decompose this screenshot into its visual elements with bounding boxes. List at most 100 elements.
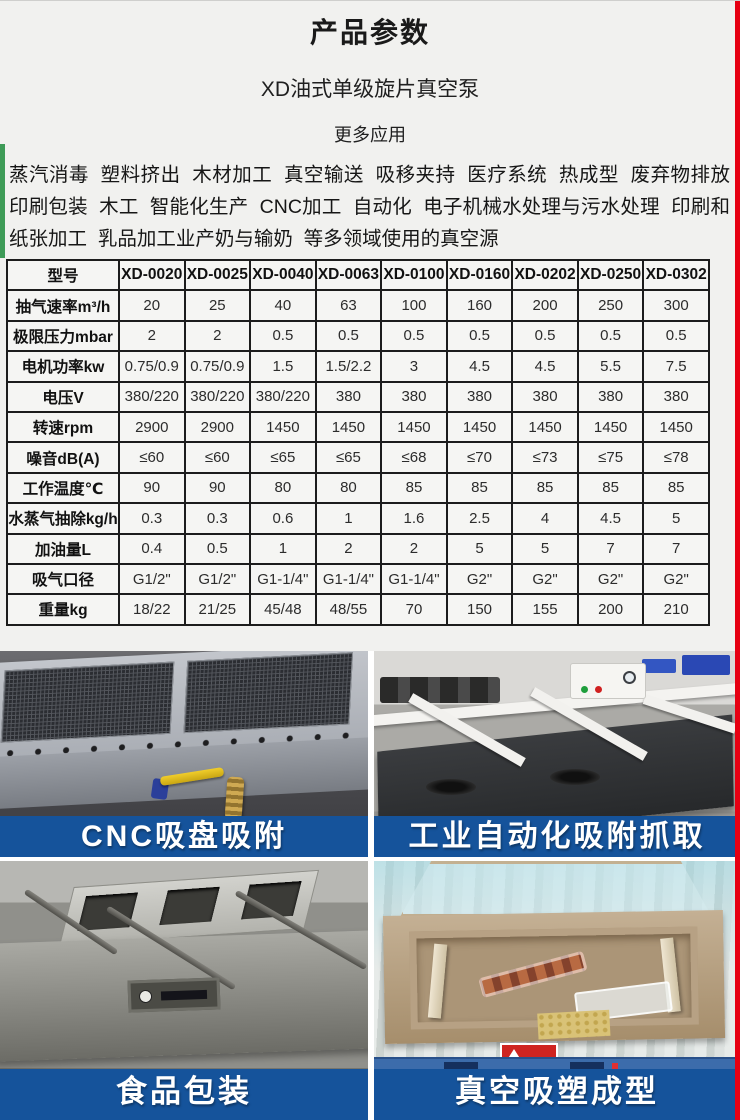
spec-cell: 40 bbox=[249, 289, 317, 322]
spec-cell: 70 bbox=[380, 593, 448, 626]
spec-cell: 210 bbox=[642, 593, 710, 626]
spec-cell: 85 bbox=[380, 471, 448, 505]
application-photo-gallery: CNC吸盘吸附 工业自动化吸附抓取 bbox=[0, 651, 740, 1120]
spec-header-row: 型号 XD-0020 XD-0025 XD-0040 XD-0063 XD-0100 XD-… bbox=[6, 258, 710, 292]
spec-cell: ≤65 bbox=[249, 441, 317, 474]
spec-cell: 7 bbox=[576, 532, 645, 565]
product-name: XD油式单级旋片真空泵 bbox=[260, 78, 480, 101]
spec-cell: 380/220 bbox=[183, 380, 252, 413]
spec-cell: 0.5 bbox=[183, 532, 252, 565]
spec-cell: 380 bbox=[511, 380, 579, 413]
spec-cell: G2" bbox=[445, 562, 514, 596]
spec-cell: 1450 bbox=[511, 410, 579, 444]
spec-row-label: 吸气口径 bbox=[6, 562, 120, 596]
spec-row-label: 极限压力mbar bbox=[6, 319, 120, 353]
spec-cell: ≤78 bbox=[642, 441, 710, 474]
spec-cell: ≤73 bbox=[511, 441, 579, 474]
spec-cell: G1-1/4" bbox=[314, 562, 383, 596]
spec-cell: 0.5 bbox=[511, 319, 579, 353]
spec-cell: 300 bbox=[642, 289, 710, 322]
spec-cell: 25 bbox=[183, 289, 252, 322]
spec-cell: 20 bbox=[118, 289, 186, 322]
spec-cell: 4.5 bbox=[511, 350, 579, 383]
spec-cell: G2" bbox=[511, 562, 579, 596]
spec-cell: 1.5/2.2 bbox=[314, 350, 383, 383]
spec-row-label: 电机功率kw bbox=[6, 350, 120, 383]
spec-cell: 1 bbox=[314, 502, 383, 535]
spec-cell: 85 bbox=[445, 471, 514, 505]
forming-machine-body bbox=[382, 910, 726, 1044]
spec-cell: ≤75 bbox=[576, 441, 645, 474]
pump-row bbox=[380, 677, 500, 703]
control-display bbox=[160, 989, 208, 1001]
spec-cell: 380 bbox=[576, 380, 645, 413]
spec-cell: 85 bbox=[576, 471, 645, 505]
spec-cell: 2900 bbox=[118, 410, 186, 444]
spec-cell: 5 bbox=[445, 532, 514, 565]
spec-cell: 5.5 bbox=[576, 350, 645, 383]
photo-automation-gripper: 工业自动化吸附抓取 bbox=[374, 651, 740, 857]
spec-cell: 2 bbox=[118, 319, 186, 353]
left-edge-green-strip bbox=[0, 144, 5, 258]
right-edge-red-strip bbox=[735, 1, 740, 1120]
spec-cell: 0.75/0.9 bbox=[183, 350, 252, 383]
spec-row: 转速rpm 2900 2900 1450 1450 1450 1450 1450 1450 145… bbox=[6, 410, 710, 444]
spec-row: 抽气速率m³/h 20 25 40 63 100 160 200 250 300 bbox=[6, 289, 710, 322]
spec-cell: 90 bbox=[183, 471, 252, 505]
spec-cell: 3 bbox=[380, 350, 448, 383]
spec-cell: 1450 bbox=[445, 410, 514, 444]
caption-food-packaging: 食品包装 bbox=[0, 1069, 368, 1120]
spec-cell: 2 bbox=[380, 532, 448, 565]
spec-row: 工作温度℃ 90 90 80 80 85 85 85 85 85 bbox=[6, 471, 710, 505]
spec-cell: 2.5 bbox=[445, 502, 514, 535]
spec-row-label: 水蒸气抽除kg/h bbox=[6, 502, 120, 535]
caption-automation: 工业自动化吸附抓取 bbox=[374, 816, 740, 857]
spec-row: 电机功率kw 0.75/0.9 0.75/0.9 1.5 1.5/2.2 3 4.5 4.5 5… bbox=[6, 350, 710, 383]
spec-row-label: 重量kg bbox=[6, 593, 120, 626]
spec-cell: 0.6 bbox=[249, 502, 317, 535]
spec-header-cell: XD-0040 bbox=[249, 258, 317, 292]
spec-cell: 5 bbox=[511, 532, 579, 565]
page-title: 产品参数 bbox=[309, 17, 430, 48]
spec-cell: 48/55 bbox=[314, 593, 383, 626]
spec-cell: G1-1/4" bbox=[380, 562, 448, 596]
grain-pack bbox=[537, 1009, 611, 1040]
spec-cell: 0.5 bbox=[445, 319, 514, 353]
spec-cell: 200 bbox=[576, 593, 645, 626]
more-applications-label: 更多应用 bbox=[334, 125, 406, 145]
spec-cell: 200 bbox=[511, 289, 579, 322]
red-indicator bbox=[612, 1063, 618, 1069]
spec-cell: ≤60 bbox=[183, 441, 252, 474]
spec-table-head: 型号 XD-0020 XD-0025 XD-0040 XD-0063 XD-0100 XD-… bbox=[6, 258, 710, 292]
spec-cell: 85 bbox=[642, 471, 710, 505]
applications-paragraph: 蒸汽消毒 塑料挤出 木材加工 真空输送 吸移夹持 医疗系统 热成型 废弃物排放 … bbox=[9, 164, 730, 250]
spec-row-label: 抽气速率m³/h bbox=[6, 289, 120, 322]
spec-cell: ≤70 bbox=[445, 441, 514, 474]
spec-cell: 1450 bbox=[642, 410, 710, 444]
spec-cell: 2 bbox=[314, 532, 383, 565]
spec-header-cell: XD-0202 bbox=[511, 258, 579, 292]
spec-cell: ≤65 bbox=[314, 441, 383, 474]
spec-cell: 0.75/0.9 bbox=[118, 350, 186, 383]
photo-cnc-suction: CNC吸盘吸附 bbox=[0, 651, 368, 857]
red-button bbox=[595, 686, 602, 693]
spec-cell: G1-1/4" bbox=[249, 562, 317, 596]
spec-header-cell: XD-0302 bbox=[642, 258, 710, 292]
spec-cell: 380/220 bbox=[249, 380, 317, 413]
spec-row: 电压V 380/220 380/220 380/220 380 380 380 380 380 3… bbox=[6, 380, 710, 413]
spec-row: 吸气口径 G1/2" G1/2" G1-1/4" G1-1/4" G1-1/4" G2" G2… bbox=[6, 562, 710, 596]
control-box bbox=[570, 663, 646, 699]
spec-row: 噪音dB(A) ≤60 ≤60 ≤65 ≤65 ≤68 ≤70 ≤73 ≤75 ≤78 bbox=[6, 441, 710, 474]
spec-cell: 2 bbox=[183, 319, 252, 353]
spec-row: 水蒸气抽除kg/h 0.3 0.3 0.6 1 1.6 2.5 4 4.5 5 bbox=[6, 502, 710, 535]
spec-cell: 380/220 bbox=[118, 380, 186, 413]
spec-cell: 380 bbox=[642, 380, 710, 413]
spec-cell: 1450 bbox=[380, 410, 448, 444]
spec-row: 加油量L 0.4 0.5 1 2 2 5 5 7 7 bbox=[6, 532, 710, 565]
suction-cup bbox=[426, 779, 476, 795]
spec-cell: G2" bbox=[576, 562, 645, 596]
spec-cell: 1.6 bbox=[380, 502, 448, 535]
blue-bin bbox=[682, 655, 730, 675]
spec-model-header-cell: 型号 bbox=[6, 258, 120, 292]
spec-row-label: 转速rpm bbox=[6, 410, 120, 444]
